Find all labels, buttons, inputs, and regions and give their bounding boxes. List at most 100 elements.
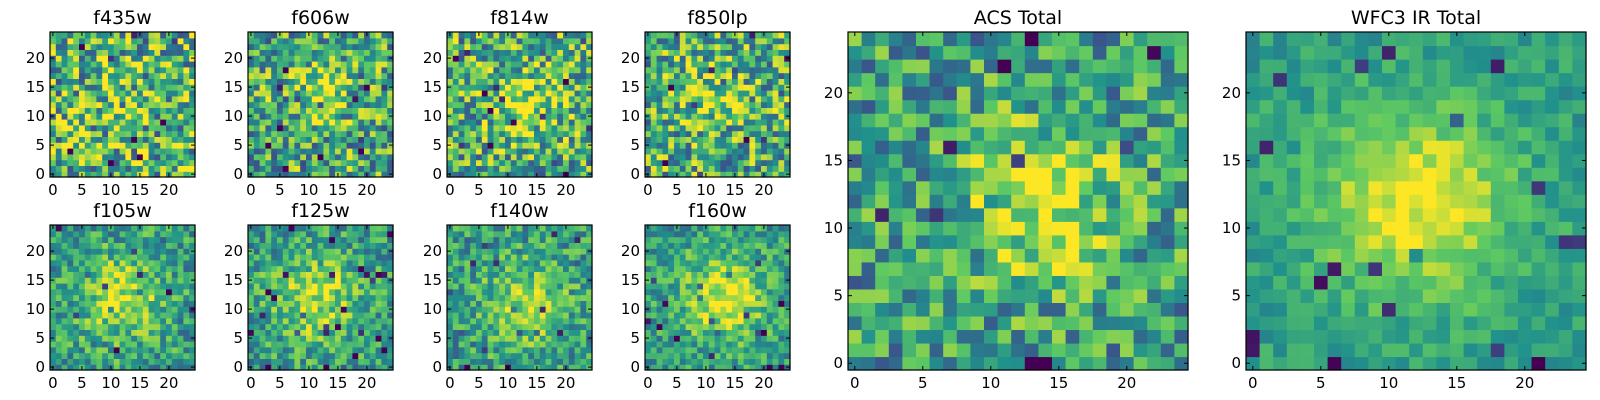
heatmap-cell [96,153,103,161]
heatmap-cell [148,352,155,359]
heatmap-cell [714,84,721,91]
heatmap-cell [352,37,359,45]
heatmap-cell [125,364,132,371]
heatmap-cell [679,335,687,342]
heatmap-cell [166,277,173,284]
heatmap-cell [679,283,687,290]
heatmap-cell [381,43,388,50]
heatmap-cell [476,341,483,348]
heatmap-cell [674,323,681,330]
heatmap-cell [271,78,278,85]
heatmap-cell [300,142,307,149]
heatmap-cell [277,136,284,143]
heatmap-cell [113,317,121,325]
heatmap-cell [102,358,109,365]
heatmap-cell [708,358,716,365]
heatmap-cell [755,159,762,166]
heatmap-cell [381,142,388,149]
heatmap-cell [300,364,307,371]
heatmap-cell [67,277,74,284]
heatmap-cell [476,236,483,243]
heatmap-cell [375,341,382,348]
heatmap-cell [166,329,173,336]
heatmap-cell [137,101,144,108]
heatmap-cell [108,277,115,284]
heatmap-cell [271,43,278,50]
heatmap-cell [300,236,307,243]
heatmap-cell [534,335,541,342]
heatmap-cell [452,95,460,103]
heatmap-cell [61,101,68,108]
heatmap-cell [522,124,529,132]
heatmap-cell [551,248,558,255]
heatmap-cell [691,352,698,359]
heatmap-cell [177,61,184,68]
heatmap-cell [375,225,382,232]
heatmap-cell [464,236,471,243]
heatmap-cell [685,329,692,336]
heatmap-cell [67,352,74,359]
heatmap-cell [108,136,115,143]
heatmap-cell [778,142,785,149]
heatmap-cell [306,283,313,290]
heatmap-cell [317,265,324,272]
heatmap-cell [352,55,359,62]
heatmap-cell [358,66,365,74]
heatmap-cell [352,90,359,97]
heatmap-cell [510,300,518,307]
heatmap-cell [674,283,681,290]
heatmap-cell [708,55,716,62]
heatmap-cell [311,55,319,62]
heatmap-cell [464,95,471,103]
heatmap-cell [645,352,652,359]
heatmap-cell [148,341,155,348]
heatmap-cells-f105w [50,225,196,371]
heatmap-cell [282,329,290,336]
heatmap-cell [335,130,342,137]
heatmap-cell [131,136,138,143]
heatmap-cell [778,329,785,336]
heatmap-cell [265,312,272,319]
heatmap-cell [387,271,394,278]
heatmap-cell [352,49,359,56]
heatmap-cell [90,254,97,261]
heatmap-cell [516,335,523,342]
heatmap-cell [458,248,465,255]
heatmap-cell [470,265,477,272]
heatmap-cell [346,136,353,143]
heatmap-cell [732,124,739,132]
heatmap-cell [294,101,301,108]
heatmap-cell [84,72,92,79]
heatmap-cell [778,37,785,45]
heatmap-cell [499,294,506,301]
heatmap-cell [772,153,779,161]
heatmap-cell [563,335,570,342]
heatmap-cell [749,346,756,354]
heatmap-cell [534,341,541,348]
heatmap-cell [464,317,471,325]
heatmap-cell [61,259,68,267]
heatmap-cell [294,153,301,161]
heatmap-cell [282,55,290,62]
heatmap-cell [732,78,739,85]
heatmap-cell [726,159,733,166]
heatmap-cell [55,300,63,307]
heatmap-cell [766,346,774,354]
heatmap-cell [102,265,109,272]
heatmap-cell [568,329,576,336]
heatmap-cell [522,153,529,161]
heatmap-cell [645,329,652,336]
heatmap-cell [447,323,454,330]
heatmap-cell [113,171,121,178]
heatmap-cell [55,271,63,278]
heatmap-cell [387,312,394,319]
heatmap-cell [271,225,278,232]
heatmap-cell [528,119,535,126]
heatmap-cell [364,329,371,336]
heatmap-cell [476,90,483,97]
heatmap-cell [720,300,727,307]
heatmap-cell [714,159,721,166]
heatmap-cell [778,136,785,143]
heatmap-cell [499,323,506,330]
